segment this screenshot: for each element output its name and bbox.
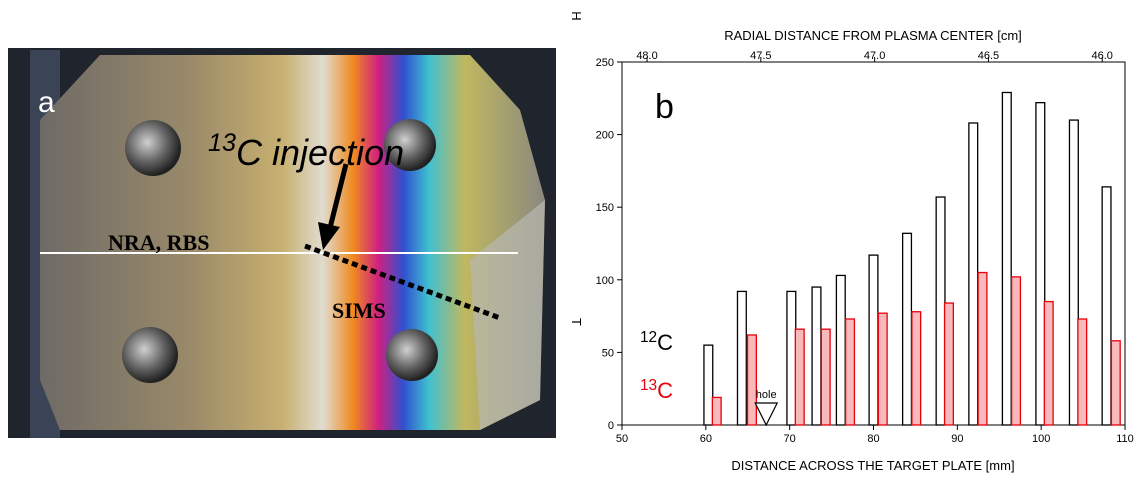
x2-tick-label: 46.5 (978, 50, 999, 62)
bar (968, 122, 979, 426)
arrow-shaft (327, 163, 349, 229)
panel-label: b (655, 88, 674, 126)
nra-label: NRA, RBS (108, 230, 209, 255)
bar (1068, 119, 1079, 426)
y-tick-label: 150 (596, 202, 614, 214)
bar (811, 286, 822, 426)
bar (835, 274, 846, 426)
bar (844, 318, 856, 426)
x-tick-label: 70 (784, 433, 796, 445)
x-tick-label: 100 (1032, 433, 1050, 445)
bar (1010, 276, 1022, 426)
bar (868, 254, 879, 426)
bar (1101, 186, 1112, 426)
x2-tick-label: 48.0 (636, 50, 657, 62)
x2-tick-label: 47.5 (750, 50, 771, 62)
corner-mark: H (569, 11, 584, 20)
bar (935, 196, 946, 426)
x-tick-label: 110 (1116, 433, 1134, 445)
y-tick-label: 200 (596, 130, 614, 142)
photo: a 13C injection NRA, RBS SIMS (8, 48, 556, 438)
screw (386, 329, 438, 381)
bar (794, 328, 805, 426)
hole-marker (754, 402, 779, 427)
screw (384, 119, 436, 171)
legend-label: 13C (640, 377, 673, 404)
chart: RADIAL DISTANCE FROM PLASMA CENTER [cm] … (569, 11, 1134, 473)
x2-tick-label: 47.0 (864, 50, 885, 62)
y-tick-label: 50 (602, 347, 614, 359)
plate-edge (470, 200, 545, 430)
legend-label: 12C (640, 329, 673, 356)
bar (1043, 300, 1054, 426)
annotation-label: hole (756, 389, 777, 401)
y-tick-label: 250 (596, 57, 614, 69)
x-tick-label: 50 (616, 433, 628, 445)
screw (125, 120, 181, 176)
x2-axis-title: RADIAL DISTANCE FROM PLASMA CENTER [cm] (724, 28, 1022, 43)
bar (711, 396, 722, 426)
x-tick-label: 90 (951, 433, 963, 445)
bar (1035, 102, 1046, 426)
bar (736, 290, 747, 426)
screw (122, 327, 178, 383)
x2-tick-label: 46.0 (1092, 50, 1113, 62)
x-tick-label: 60 (700, 433, 712, 445)
bar (746, 334, 757, 426)
y-tick-label: 100 (596, 275, 614, 287)
sims-line (304, 243, 501, 321)
bar (877, 312, 888, 426)
bar (911, 311, 922, 426)
bar (820, 328, 831, 426)
bar (901, 232, 913, 426)
bar (1077, 318, 1088, 426)
photo-panel-label: a (38, 86, 55, 119)
arrow-head (318, 222, 340, 250)
y-axis-title: T (569, 318, 584, 326)
x-axis-title: DISTANCE ACROSS THE TARGET PLATE [mm] (731, 458, 1014, 473)
sims-label: SIMS (332, 298, 386, 323)
bar (977, 271, 988, 426)
x-tick-label: 80 (867, 433, 879, 445)
injection-label: 13C injection (208, 129, 404, 173)
bar (1001, 91, 1012, 426)
bar (786, 290, 797, 426)
y-tick-label: 0 (608, 420, 614, 432)
bar (703, 344, 714, 426)
bar (943, 302, 955, 426)
bar (1110, 340, 1121, 426)
